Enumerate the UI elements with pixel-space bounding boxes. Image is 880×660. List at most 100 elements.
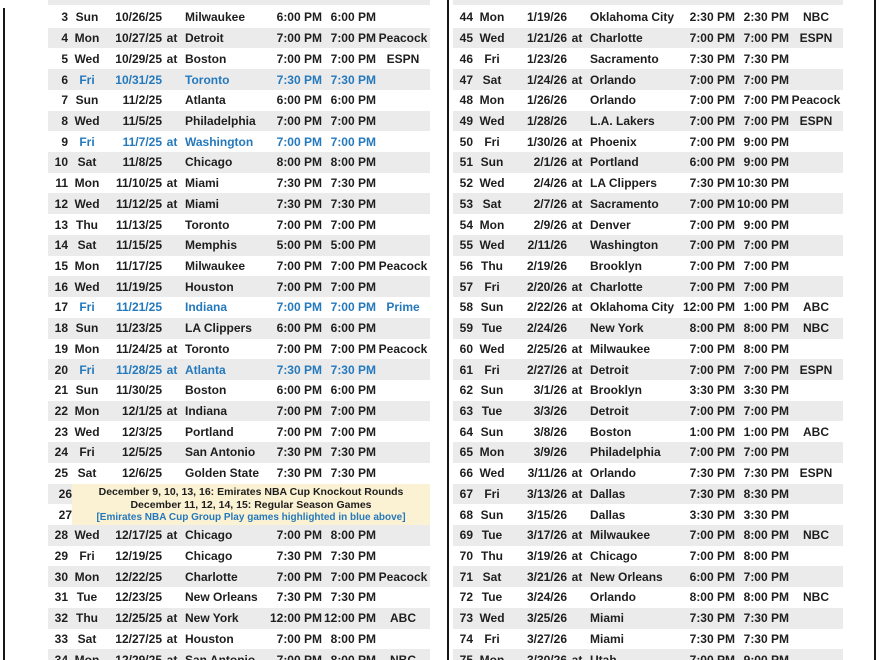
game-day: Tue	[76, 590, 98, 605]
game-date: 1/26/26	[526, 93, 567, 108]
game-date: 3/15/26	[526, 507, 567, 522]
game-time-et: 7:00 PM	[743, 258, 789, 273]
game-date: 12/5/25	[121, 445, 162, 460]
tv-network: NBC	[390, 652, 416, 660]
game-day: Wed	[74, 424, 100, 439]
clipped-row-top	[453, 0, 843, 5]
tv-network: Peacock	[791, 93, 841, 108]
game-date: 2/7/26	[533, 196, 567, 211]
schedule-row: 56 Thu 2/19/26 Brooklyn 7:00 PM 7:00 PM	[453, 256, 843, 277]
schedule-row: 45 Wed 1/21/26 at Charlotte 7:00 PM 7:00…	[453, 27, 843, 49]
game-time-et: 8:00 PM	[743, 341, 789, 356]
game-time-et: 7:00 PM	[743, 404, 789, 419]
away-indicator: at	[166, 652, 178, 660]
game-date: 12/22/25	[115, 569, 162, 584]
game-number: 57	[459, 279, 473, 294]
game-day: Fri	[484, 51, 500, 66]
game-time-et: 6:00 PM	[330, 321, 376, 336]
game-date: 12/19/25	[115, 549, 162, 564]
game-date: 3/27/26	[526, 631, 567, 646]
schedule-row: 53 Sat 2/7/26 at Sacramento 7:00 PM 10:0…	[453, 193, 843, 215]
tv-network: Prime	[386, 300, 420, 315]
game-date: 1/21/26	[526, 31, 567, 46]
away-indicator: at	[571, 134, 583, 149]
schedule-row: 73 Wed 3/25/26 Miami 7:30 PM 7:30 PM	[453, 607, 843, 629]
schedule-row: 21 Sun 11/30/25 Boston 6:00 PM 6:00 PM	[48, 380, 430, 401]
game-time-et: 8:30 PM	[743, 486, 789, 501]
game-time-local: 7:30 PM	[689, 611, 735, 626]
game-number: 67	[459, 486, 473, 501]
schedule-row: 68 Sun 3/15/26 Dallas 3:30 PM 3:30 PM	[453, 504, 843, 525]
game-date: 12/27/25	[115, 631, 162, 646]
game-time-local: 7:30 PM	[276, 362, 322, 377]
game-number: 19	[54, 341, 68, 356]
away-indicator: at	[166, 176, 178, 191]
game-date: 11/12/25	[115, 196, 162, 211]
game-number: 74	[459, 631, 473, 646]
game-time-local: 7:00 PM	[689, 279, 735, 294]
game-time-et: 7:30 PM	[743, 631, 789, 646]
game-time-local: 12:00 PM	[682, 300, 735, 315]
game-number: 59	[459, 321, 473, 336]
opponent-name: Chicago	[590, 549, 638, 564]
schedule-row: 61 Fri 2/27/26 at Detroit 7:00 PM 7:00 P…	[453, 359, 843, 380]
game-day: Wed	[479, 176, 505, 191]
opponent-name: Milwaukee	[590, 341, 651, 356]
schedule-row: 10 Sat 11/8/25 Chicago 8:00 PM 8:00 PM	[48, 152, 430, 173]
opponent-name: Sacramento	[590, 51, 659, 66]
game-day: Sat	[482, 72, 502, 87]
game-time-local: 6:00 PM	[689, 569, 735, 584]
schedule-row: 63 Tue 3/3/26 Detroit 7:00 PM 7:00 PM	[453, 400, 843, 422]
game-date: 10/27/25	[115, 31, 162, 46]
game-day: Sun	[75, 93, 99, 108]
game-date: 11/5/25	[122, 113, 162, 128]
tv-network: ESPN	[799, 31, 833, 46]
game-date: 12/6/25	[121, 466, 162, 481]
schedule-row: 15 Mon 11/17/25 Milwaukee 7:00 PM 7:00 P…	[48, 256, 430, 277]
opponent-name: Toronto	[185, 341, 230, 356]
game-number: 75	[459, 652, 473, 660]
away-indicator: at	[166, 631, 178, 646]
game-time-local: 7:00 PM	[689, 549, 735, 564]
game-day: Fri	[79, 445, 95, 460]
game-time-et: 7:00 PM	[743, 569, 789, 584]
schedule-row: 17 Fri 11/21/25 Indiana 7:00 PM 7:00 PM …	[48, 297, 430, 318]
tv-network: ESPN	[799, 466, 833, 481]
game-date: 3/24/26	[526, 590, 567, 605]
game-time-et: 7:00 PM	[743, 279, 789, 294]
opponent-name: Miami	[185, 196, 220, 211]
game-number: 56	[459, 258, 473, 273]
table-right-border	[874, 0, 876, 660]
game-number: 34	[54, 652, 68, 660]
game-date: 3/8/26	[533, 424, 567, 439]
game-time-local: 7:00 PM	[276, 424, 322, 439]
away-indicator: at	[166, 362, 178, 377]
opponent-name: Charlotte	[590, 279, 643, 294]
left-rows-after-note: 28 Wed 12/17/25 at Chicago 7:00 PM 8:00 …	[48, 524, 430, 660]
game-day: Mon	[479, 217, 505, 232]
game-time-local: 7:30 PM	[276, 176, 322, 191]
schedule-row: 3 Sun 10/26/25 Milwaukee 6:00 PM 6:00 PM	[48, 7, 430, 28]
game-day: Thu	[481, 258, 503, 273]
game-time-local: 7:00 PM	[689, 196, 735, 211]
opponent-name: Atlanta	[185, 93, 226, 108]
game-day: Mon	[74, 404, 100, 419]
opponent-name: Detroit	[185, 31, 224, 46]
game-number: 30	[54, 569, 68, 584]
opponent-name: New York	[185, 611, 239, 626]
game-date: 11/13/25	[115, 217, 162, 232]
game-date: 12/1/25	[121, 404, 162, 419]
game-time-et: 7:00 PM	[330, 569, 376, 584]
schedule-row: 46 Fri 1/23/26 Sacramento 7:30 PM 7:30 P…	[453, 48, 843, 69]
game-date: 3/19/26	[526, 549, 567, 564]
game-number: 51	[459, 155, 473, 170]
game-number: 22	[54, 404, 68, 419]
game-day: Sun	[480, 424, 504, 439]
opponent-name: Detroit	[590, 362, 629, 377]
game-time-local: 1:00 PM	[689, 424, 735, 439]
tv-network: NBC	[803, 10, 829, 25]
game-time-local: 7:30 PM	[689, 176, 735, 191]
game-date: 1/23/26	[526, 51, 567, 66]
away-indicator: at	[571, 549, 583, 564]
away-indicator: at	[166, 31, 178, 46]
